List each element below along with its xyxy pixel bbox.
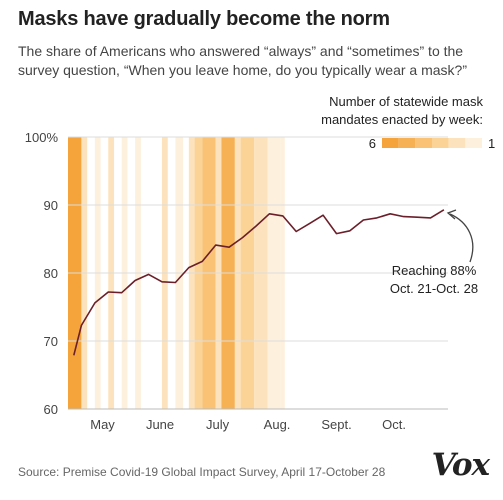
y-tick-label: 80: [44, 266, 58, 281]
y-tick-label: 90: [44, 198, 58, 213]
annotation-line-2: Oct. 21-Oct. 28: [390, 281, 478, 296]
legend-swatch-3: [432, 138, 449, 148]
annotation-line-1: Reaching 88%: [392, 263, 477, 278]
y-tick-label: 70: [44, 334, 58, 349]
legend-swatch-5: [398, 138, 416, 148]
x-tick-label: Sept.: [321, 417, 351, 432]
vox-logo: Vox: [431, 447, 490, 483]
x-axis-ticks: May June July Aug. Sept. Oct.: [90, 417, 406, 432]
annotation-arrowhead: [446, 209, 457, 220]
chart-title: Masks have gradually become the norm: [18, 8, 390, 30]
x-tick-label: Aug.: [264, 417, 291, 432]
legend-swatch-2: [448, 138, 466, 148]
x-tick-label: June: [146, 417, 174, 432]
annotation-arrow: [449, 213, 474, 263]
x-tick-label: Oct.: [382, 417, 406, 432]
x-tick-label: May: [90, 417, 115, 432]
legend-swatch-6: [382, 138, 399, 148]
source-note: Source: Premise Covid-19 Global Impact S…: [18, 465, 386, 479]
legend-swatch-1: [465, 138, 482, 148]
y-tick-label: 60: [44, 402, 58, 417]
series-line: [73, 209, 445, 356]
legend-title: Number of statewide mask mandates enacte…: [321, 94, 483, 127]
legend-max-label: 6: [369, 136, 376, 151]
gridlines: [68, 136, 448, 410]
y-tick-label: 100%: [25, 130, 59, 145]
legend-min-label: 1: [488, 136, 495, 151]
x-tick-label: July: [206, 417, 230, 432]
y-axis-ticks: 60 70 80 90 100%: [25, 130, 59, 417]
series-line-0: [73, 209, 445, 356]
chart-subtitle: The share of Americans who answered “alw…: [18, 43, 467, 78]
legend-swatch-4: [415, 138, 432, 148]
annotation: Reaching 88% Oct. 21-Oct. 28: [390, 209, 478, 296]
